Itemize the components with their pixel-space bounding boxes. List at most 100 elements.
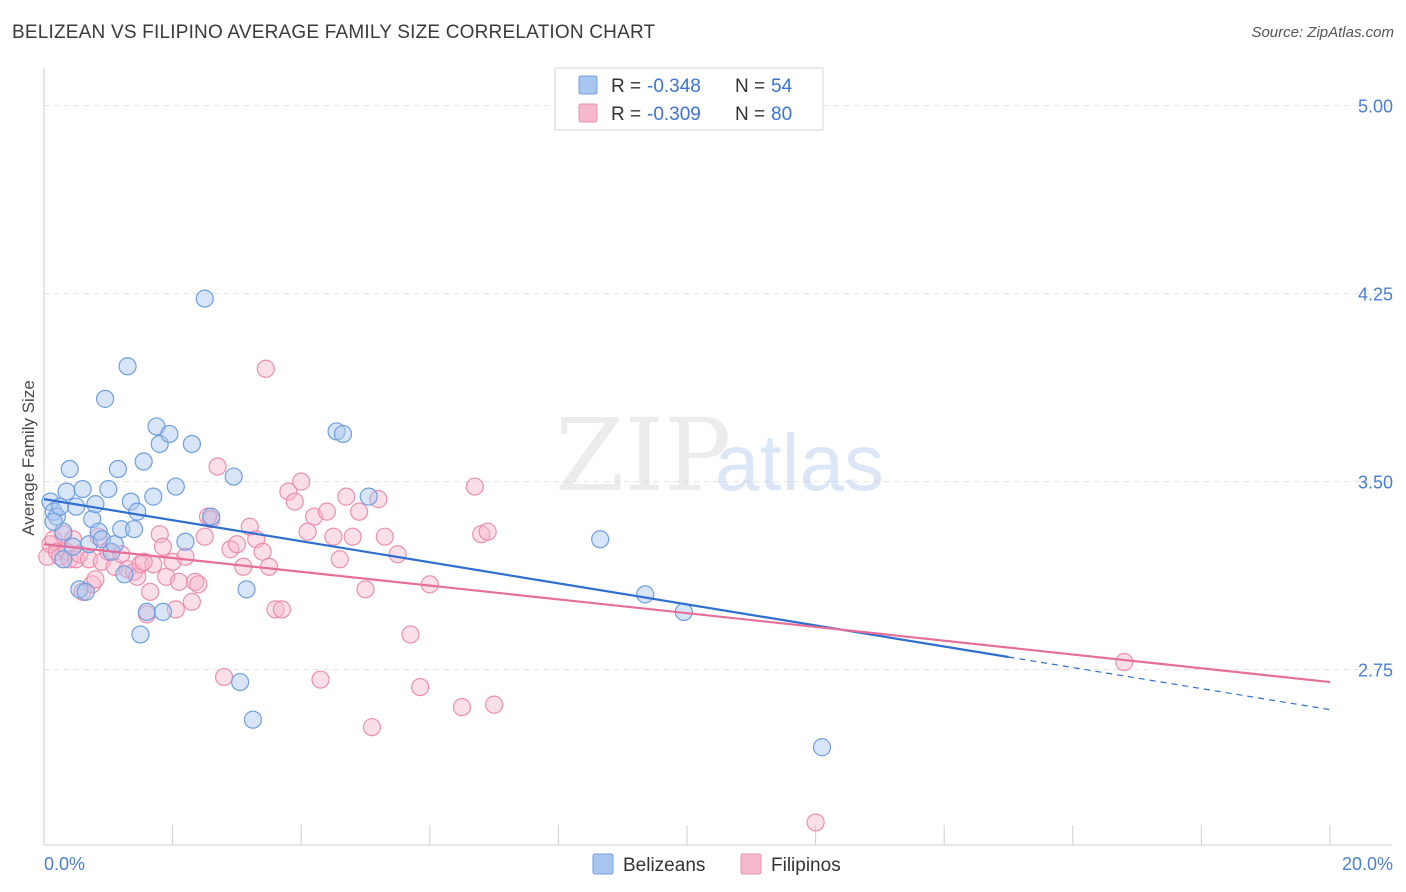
legend-n-value-blue: 54 xyxy=(771,76,793,97)
filipinos-point xyxy=(272,600,292,619)
filipinos-point xyxy=(169,572,189,591)
belizeans-point xyxy=(44,512,63,531)
belizeans-point xyxy=(243,710,263,729)
filipinos-trend-line xyxy=(43,543,1331,684)
filipinos-point xyxy=(349,502,369,521)
belizeans-point xyxy=(144,487,163,506)
filipinos-point xyxy=(375,527,394,546)
y-tick-labels: 2.75 3.50 4.25 5.00 xyxy=(1358,97,1393,681)
bottom-legend-swatch-pink xyxy=(740,853,762,875)
trend-lines xyxy=(43,498,1331,711)
filipinos-point xyxy=(465,477,484,496)
belizeans-point xyxy=(202,507,221,526)
filipinos-point xyxy=(279,482,298,501)
belizeans-point xyxy=(108,459,128,479)
series-legend: Belizeans Filipinos xyxy=(592,853,841,876)
belizeans-point xyxy=(231,672,250,692)
belizeans-point xyxy=(137,602,156,622)
belizeans-point xyxy=(195,289,214,308)
filipinos-point xyxy=(478,522,497,541)
belizeans-point xyxy=(60,459,79,479)
belizeans-point xyxy=(636,585,655,604)
filipinos-point xyxy=(140,582,160,601)
filipinos-point xyxy=(452,698,472,717)
belizeans-point xyxy=(812,738,832,757)
filipinos-point xyxy=(485,695,504,714)
y-tick-label: 4.25 xyxy=(1358,285,1393,305)
belizeans-point xyxy=(67,497,86,516)
filipinos-point xyxy=(153,537,173,556)
belizeans-point xyxy=(131,625,150,644)
belizeans-point xyxy=(95,389,115,408)
filipinos-point xyxy=(195,527,214,546)
filipinos-point xyxy=(298,522,317,541)
belizeans-point xyxy=(160,424,179,444)
belizeans-point xyxy=(134,452,153,471)
filipinos-point xyxy=(186,572,205,591)
legend-n-label-blue: N = xyxy=(735,76,765,97)
y-tick-label: 3.50 xyxy=(1358,473,1393,493)
belizeans-point xyxy=(333,424,353,444)
filipinos-point xyxy=(285,492,304,511)
filipinos-point xyxy=(89,527,108,546)
filipinos-point xyxy=(189,575,208,594)
filipinos-point xyxy=(330,550,349,569)
filipinos-point xyxy=(311,670,330,689)
legend-r-value-pink: -0.309 xyxy=(647,104,701,125)
belizeans-point xyxy=(224,467,243,486)
belizeans-point xyxy=(118,357,137,376)
legend-r-value-blue: -0.348 xyxy=(647,76,701,97)
filipinos-point xyxy=(388,545,407,564)
belizeans-point xyxy=(153,602,173,622)
belizeans-point xyxy=(47,507,66,526)
filipinos-point xyxy=(356,580,375,599)
filipinos-point xyxy=(227,535,246,554)
filipinos-point xyxy=(401,625,420,644)
chart-title: BELIZEAN VS FILIPINO AVERAGE FAMILY SIZE… xyxy=(12,22,656,43)
legend-r-label-pink: R = xyxy=(611,104,641,125)
source-credit: Source: ZipAtlas.com xyxy=(1251,24,1394,41)
filipinos-point xyxy=(806,813,825,832)
correlation-legend: R = -0.348 N = 54 R = -0.309 N = 80 xyxy=(554,67,824,131)
belizeans-point xyxy=(182,434,201,454)
filipinos-point xyxy=(292,472,311,491)
filipinos-point xyxy=(208,457,227,476)
filipinos-point xyxy=(324,527,343,546)
belizeans-point xyxy=(128,502,147,521)
belizeans-point xyxy=(76,582,95,601)
grid-lines xyxy=(44,105,1392,671)
belizeans-point xyxy=(124,520,144,539)
y-axis-label: Average Family Size xyxy=(19,380,38,536)
belizeans-point xyxy=(57,482,76,501)
axes xyxy=(43,68,1392,846)
filipinos-point xyxy=(362,718,382,737)
bottom-legend-label-filipinos: Filipinos xyxy=(771,855,841,876)
legend-swatch-blue xyxy=(578,75,598,95)
y-tick-label: 2.75 xyxy=(1358,661,1393,681)
bottom-legend-label-belizeans: Belizeans xyxy=(623,855,705,876)
belizeans-point xyxy=(54,550,73,569)
filipinos-point xyxy=(182,592,201,611)
belizeans-point xyxy=(591,530,610,549)
filipinos-point xyxy=(134,552,153,571)
watermark-atlas: atlas xyxy=(715,418,884,507)
x-tick-labels: 0.0% 20.0% xyxy=(44,854,1393,874)
legend-r-label-blue: R = xyxy=(611,76,641,97)
belizeans-point xyxy=(86,495,105,514)
belizeans-points xyxy=(41,289,832,757)
x-tick-label: 20.0% xyxy=(1342,854,1393,874)
belizeans-point xyxy=(99,479,118,499)
filipinos-point xyxy=(86,570,105,589)
belizeans-point xyxy=(359,487,378,506)
y-tick-label: 5.00 xyxy=(1358,97,1393,117)
belizeans-point xyxy=(121,492,140,511)
bottom-legend-swatch-blue xyxy=(592,853,614,875)
belizeans-point xyxy=(112,520,131,539)
belizeans-point xyxy=(237,580,256,599)
filipinos-point xyxy=(176,547,195,566)
x-tick-label: 0.0% xyxy=(44,854,85,874)
filipinos-point xyxy=(131,555,150,574)
filipinos-point xyxy=(253,542,272,561)
legend-swatch-pink xyxy=(578,103,598,123)
